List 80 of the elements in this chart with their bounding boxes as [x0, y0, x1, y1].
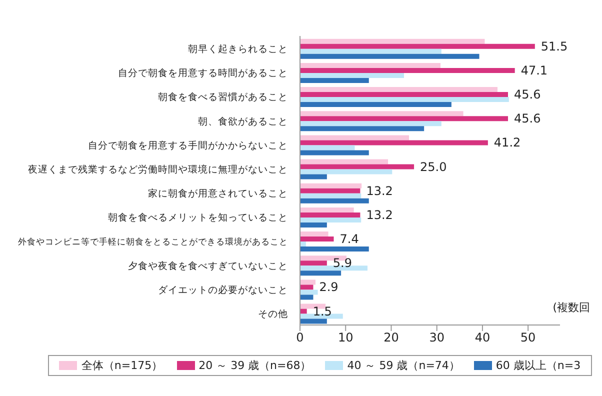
- y-tick-label: 自分で朝食を用意する時間があること: [118, 67, 288, 80]
- bar: [300, 183, 362, 188]
- bar: [300, 48, 442, 54]
- data-label: 25.0: [420, 160, 447, 174]
- data-label: 45.6: [514, 88, 541, 102]
- data-label: 47.1: [520, 63, 548, 78]
- x-tick-label: 20: [384, 330, 399, 345]
- bar: [300, 44, 535, 49]
- bar: [300, 318, 327, 324]
- bar: [300, 150, 369, 156]
- bar: [300, 207, 354, 212]
- bar: [300, 116, 508, 122]
- data-label: 2.9: [319, 280, 338, 294]
- legend-label: 40 ～ 59 歳（n=74）: [346, 358, 460, 373]
- y-tick-label: 外食やコンビニ等で手軽に朝食をとることができる環境があること: [18, 236, 288, 248]
- y-tick-label: その他: [258, 308, 288, 320]
- data-label: 13.2: [366, 184, 393, 198]
- bar: [300, 212, 360, 218]
- bar: [300, 111, 464, 116]
- bar: [300, 135, 410, 140]
- y-tick-label: 夕食や夜食を食べすぎていないこと: [128, 260, 288, 272]
- data-label: 45.6: [514, 112, 541, 126]
- bar: [300, 232, 328, 237]
- y-tick-label: 朝食を食べるメリットを知っていること: [108, 212, 288, 224]
- x-tick-label: 0: [296, 330, 304, 345]
- bar: [300, 290, 318, 295]
- bar: [300, 169, 392, 174]
- bar: [300, 193, 362, 198]
- bar: [300, 78, 369, 83]
- bar: [300, 164, 414, 170]
- bar: [300, 102, 452, 108]
- bar: [300, 38, 485, 44]
- x-tick-label: 50: [520, 330, 536, 345]
- data-label: 5.9: [332, 256, 352, 270]
- bar: [300, 246, 369, 252]
- bar: [300, 121, 442, 126]
- y-tick-label: 家に朝食が用意されていること: [148, 188, 288, 200]
- bar: [300, 308, 307, 314]
- bar: [300, 242, 306, 247]
- bar: [300, 270, 342, 276]
- bar: [300, 236, 334, 242]
- legend-label: 60 歳以上（n=3: [494, 358, 581, 373]
- x-tick-label: 30: [429, 330, 444, 345]
- bar: [300, 188, 360, 194]
- y-tick-label: 夜遅くまで残業するなど労働時間や環境に無理がないこと: [28, 163, 288, 176]
- bar: [300, 174, 327, 180]
- annotation: (複数回: [552, 300, 590, 315]
- bar: [300, 126, 424, 132]
- bar: [300, 266, 368, 271]
- bar: [300, 217, 362, 222]
- bar: [300, 87, 498, 92]
- bar: [300, 54, 480, 59]
- data-label: 7.4: [340, 232, 359, 246]
- bar: [300, 159, 388, 164]
- bar: [300, 62, 440, 68]
- y-tick-label: 朝、食欲があること: [198, 115, 288, 128]
- bar: [300, 280, 316, 285]
- bar: [300, 92, 508, 98]
- data-label: 51.5: [540, 39, 568, 54]
- y-tick-label: 朝早く起きられること: [188, 43, 288, 56]
- data-label: 13.2: [366, 208, 393, 222]
- legend-label: 全体（n=175）: [80, 358, 163, 373]
- y-tick-label: 朝食を食べる習慣があること: [158, 91, 288, 104]
- data-label: 1.5: [312, 304, 332, 318]
- x-tick-label: 10: [338, 330, 354, 345]
- x-tick-label: 40: [474, 330, 490, 345]
- bar: [300, 198, 369, 204]
- bar: [300, 145, 355, 150]
- bar: [300, 260, 327, 266]
- y-tick-label: 自分で朝食を用意する手間がかからないこと: [88, 139, 288, 152]
- data-label: 41.2: [494, 136, 521, 150]
- bar: [300, 97, 509, 102]
- bar: [300, 294, 314, 300]
- bar: [300, 68, 515, 73]
- bar: [300, 72, 404, 78]
- bar: [300, 222, 327, 228]
- bar: [300, 140, 488, 146]
- y-tick-label: ダイエットの必要がないこと: [158, 284, 288, 296]
- bar: [300, 284, 314, 290]
- legend-label: 20 ～ 39 歳（n=68）: [198, 358, 312, 373]
